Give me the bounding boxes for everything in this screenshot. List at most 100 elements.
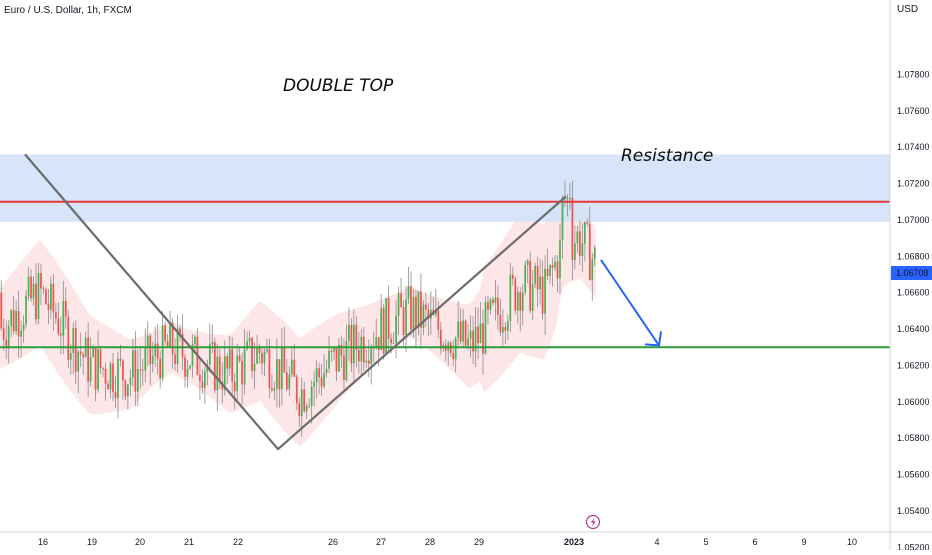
candle-body — [164, 325, 167, 341]
candle-body — [412, 296, 415, 330]
envelope-band — [0, 193, 596, 447]
candle-body — [107, 383, 109, 390]
candle-body — [521, 292, 524, 311]
events-icon[interactable] — [585, 514, 601, 530]
candle-body — [407, 286, 410, 300]
candle-body — [199, 374, 201, 382]
candle-body — [204, 371, 206, 388]
candle-body — [355, 324, 358, 350]
candle-body — [37, 273, 40, 320]
candle-body — [179, 328, 181, 334]
candle-body — [559, 240, 561, 279]
price-tick-label: 1.07200 — [897, 179, 930, 189]
candle-body — [417, 291, 420, 329]
candle-body — [350, 324, 353, 364]
time-tick-label: 4 — [654, 537, 659, 547]
candle-body — [15, 311, 18, 332]
candle-body — [425, 304, 427, 310]
price-axis[interactable]: USD 1.078001.076001.074001.072001.070001… — [889, 0, 932, 552]
candle-body — [454, 337, 457, 360]
price-tick-label: 1.06800 — [897, 251, 930, 261]
candle-body — [112, 363, 114, 392]
candle-body — [561, 198, 564, 241]
candle-body — [348, 324, 350, 341]
price-tick-label: 1.06200 — [897, 360, 930, 370]
candle-body — [159, 358, 162, 379]
candle-body — [109, 363, 112, 390]
candle-body — [35, 283, 37, 320]
candle-body — [593, 247, 596, 260]
resistance-zone — [0, 154, 890, 222]
candle-body — [102, 368, 104, 370]
candle-body — [273, 388, 276, 391]
candle-body — [208, 344, 211, 365]
time-tick-label: 28 — [425, 537, 435, 547]
candle-body — [32, 283, 35, 299]
candle-body — [357, 349, 360, 362]
candle-body — [323, 372, 325, 387]
candle-body — [392, 343, 395, 345]
candle-body — [94, 348, 97, 390]
candle-body — [154, 343, 157, 357]
candle-body — [238, 355, 241, 361]
candle-body — [228, 349, 231, 369]
candle-body — [370, 348, 373, 364]
candle-body — [50, 283, 52, 310]
candle-body — [497, 297, 499, 315]
candle-body — [231, 349, 234, 382]
candle-body — [519, 292, 522, 311]
candle-body — [459, 321, 462, 342]
candle-body — [5, 339, 8, 347]
candle-body — [223, 356, 226, 390]
candle-body — [174, 354, 176, 365]
candle-body — [146, 335, 149, 349]
candle-body — [551, 264, 554, 268]
price-tick-label: 1.07600 — [897, 106, 930, 116]
time-tick-label: 19 — [87, 537, 97, 547]
double-top-pattern-line[interactable] — [24, 153, 567, 451]
candle-body — [268, 349, 271, 389]
candle-body — [136, 369, 139, 392]
envelope-area — [0, 193, 596, 447]
candle-body — [283, 346, 286, 373]
candle-body — [82, 354, 85, 358]
candle-body — [494, 297, 497, 304]
candle-body — [574, 243, 576, 260]
candle-body — [400, 293, 402, 308]
candle-body — [549, 264, 551, 276]
candle-body — [189, 365, 191, 369]
candle-body — [397, 293, 400, 316]
time-tick-label: 26 — [328, 537, 338, 547]
candle-body — [531, 283, 534, 311]
candle-body — [104, 369, 107, 384]
candle-body — [211, 342, 214, 345]
candle-body — [330, 351, 333, 353]
time-tick-label: 6 — [752, 537, 757, 547]
candle-body — [569, 198, 571, 200]
candle-body — [241, 360, 243, 385]
candle-body — [360, 336, 363, 362]
candle-body — [2, 328, 5, 340]
candle-body — [571, 198, 574, 260]
candle-body — [258, 346, 261, 354]
candle-body — [263, 351, 266, 364]
candle-body — [89, 356, 92, 382]
candle-body — [335, 347, 338, 372]
candle-body — [554, 261, 556, 268]
candle-body — [87, 337, 90, 382]
drawing-lines — [0, 153, 890, 451]
candle-body — [427, 309, 430, 319]
candle-body — [581, 243, 584, 256]
price-tick-label: 1.05400 — [897, 506, 930, 516]
candle-body — [129, 377, 132, 385]
candle-body — [17, 311, 20, 337]
candle-body — [385, 298, 388, 354]
candle-body — [20, 330, 22, 337]
candle-body — [308, 405, 311, 407]
candles — [0, 180, 596, 437]
projection-arrow[interactable] — [600, 259, 660, 346]
candle-body — [487, 302, 489, 310]
time-axis[interactable]: 16 19 20 21 22 26 27 28 29 2023 4 5 6 9 10 — [0, 514, 932, 548]
candle-body — [340, 344, 343, 356]
